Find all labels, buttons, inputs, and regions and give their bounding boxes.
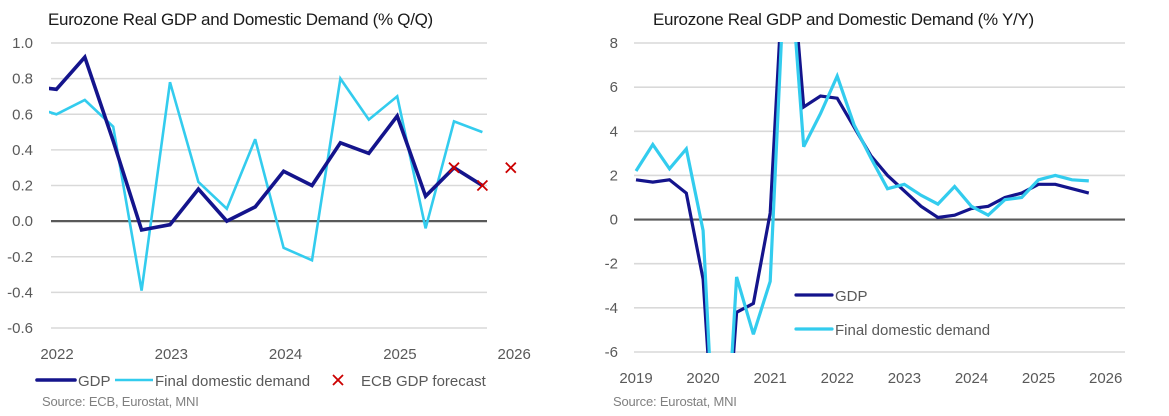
y-tick-label: 0	[610, 212, 618, 229]
legend-label-ecb-forecast: ECB GDP forecast	[361, 373, 487, 390]
final-domestic-demand-series-line	[634, 42, 1089, 353]
qq-chart-svg: 1.0 0.8 0.6 0.4 0.2 0.0 -0.2 -0.4 -0.6 2022 2023 20…	[7, 35, 531, 390]
yy-chart-source: Source: Eurostat, MNI	[613, 394, 737, 409]
legend-item-final-domestic-demand: Final domestic demand	[794, 322, 990, 339]
y-tick-label: 0.0	[12, 213, 33, 230]
y-tick-label: -2	[605, 256, 618, 273]
legend-item-final-domestic-demand: Final domestic demand	[115, 373, 310, 390]
legend-label-final-domestic-demand: Final domestic demand	[155, 373, 310, 390]
x-tick-label: 2020	[686, 370, 719, 387]
qq-chart-title: Eurozone Real GDP and Domestic Demand (%…	[48, 10, 433, 29]
x-tick-label: 2024	[955, 370, 988, 387]
y-tick-label: -0.2	[7, 249, 33, 266]
y-tick-label: -6	[605, 344, 618, 361]
x-tick-label: 2026	[1089, 370, 1122, 387]
x-tick-label: 2026	[498, 346, 531, 363]
gdp-series-line	[49, 53, 484, 233]
y-tick-label: 0.6	[12, 106, 33, 123]
x-tick-label: 2024	[269, 346, 302, 363]
yy-legend: GDP Final domestic demand	[794, 280, 1060, 342]
qq-chart-panel: Eurozone Real GDP and Domestic Demand (%…	[0, 0, 580, 416]
ecb-forecast-marker	[476, 179, 489, 192]
x-tick-label: 2021	[754, 370, 787, 387]
legend-background	[810, 280, 1060, 342]
ecb-forecast-marker	[448, 162, 460, 174]
x-tick-label: 2025	[1022, 370, 1055, 387]
y-tick-label: 0.2	[12, 178, 33, 195]
y-tick-label: 4	[610, 123, 618, 140]
legend-label-gdp: GDP	[78, 373, 111, 390]
y-tick-label: 1.0	[12, 35, 33, 52]
y-tick-label: -0.4	[7, 284, 33, 301]
legend-item-gdp: GDP	[35, 373, 111, 390]
plot-area	[49, 53, 484, 291]
ecb-forecast-marker	[505, 162, 517, 174]
y-tick-label: -4	[605, 300, 618, 317]
x-tick-label: 2019	[619, 370, 652, 387]
plot-area	[634, 42, 1090, 353]
y-tick-label: -0.6	[7, 320, 33, 337]
final-domestic-demand-series-line	[49, 75, 483, 291]
y-tick-label: 2	[610, 167, 618, 184]
y-tick-label: 0.8	[12, 71, 33, 88]
legend-item-gdp: GDP	[794, 288, 868, 305]
gdp-series-line	[635, 42, 1090, 353]
x-tick-label: 2022	[40, 346, 73, 363]
x-tick-label: 2023	[155, 346, 188, 363]
qq-legend: GDP Final domestic demand ECB GDP forecast	[35, 373, 487, 390]
qq-chart-source: Source: ECB, Eurostat, MNI	[42, 394, 199, 409]
legend-label-gdp: GDP	[835, 288, 868, 305]
legend-item-ecb-forecast: ECB GDP forecast	[332, 373, 487, 390]
yy-chart-title: Eurozone Real GDP and Domestic Demand (%…	[653, 10, 1034, 29]
y-tick-label: 0.4	[12, 142, 33, 159]
legend-label-final-domestic-demand: Final domestic demand	[835, 322, 990, 339]
x-tick-label: 2022	[821, 370, 854, 387]
y-tick-label: 6	[610, 79, 618, 96]
yy-chart-panel: Eurozone Real GDP and Domestic Demand (%…	[580, 0, 1169, 416]
x-tick-label: 2025	[383, 346, 416, 363]
y-tick-label: 8	[610, 35, 618, 52]
x-tick-label: 2023	[888, 370, 921, 387]
